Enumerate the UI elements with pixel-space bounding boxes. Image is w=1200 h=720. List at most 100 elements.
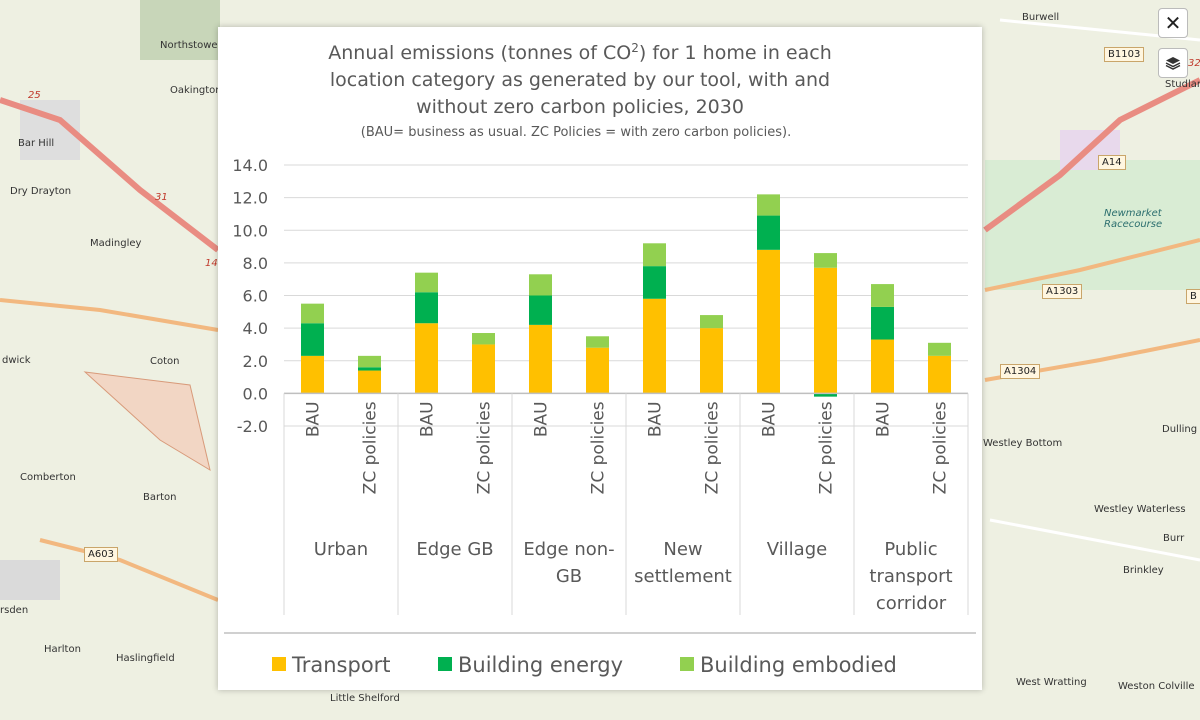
bar-segment-building-embodied [814,253,837,268]
bar-segment-building-energy [757,215,780,250]
map-place-label: Northstowe Phase 3 [160,40,261,51]
bar-segment-building-embodied [301,303,324,324]
road-number: 32 [1188,58,1200,69]
bar-segment-building-embodied [472,333,495,345]
group-label: GB [556,566,582,587]
bar-segment-building-energy [814,393,837,397]
x-tick-label: ZC policies [931,401,951,494]
chart-title: Annual emissions (tonnes of CO2) for 1 h… [328,41,832,140]
road-shield: A1303 [1042,284,1083,299]
urban-area [0,560,60,600]
legend-swatch [272,657,286,671]
chart-subtitle: (BAU= business as usual. ZC Policies = w… [361,125,791,140]
bar-segment-transport [871,339,894,394]
x-tick-label: ZC policies [703,401,723,494]
bar-segment-transport [643,298,666,394]
legend-swatch [438,657,452,671]
map-place-label: Oakington [170,85,222,96]
group-label: Edge non- [523,539,614,560]
legend-label: Building energy [458,653,623,677]
map-place-label: Burr [1163,533,1185,544]
map-place-label: Westley Bottom [983,438,1063,449]
close-button[interactable]: ✕ [1158,8,1188,38]
road-shield: B [1186,289,1200,304]
bar-segment-transport [301,355,324,394]
bar-segment-building-embodied [928,342,951,356]
group-label: corridor [876,593,947,614]
road [0,298,219,332]
layers-icon [1165,57,1181,70]
map-place-label: Brinkley [1123,565,1164,576]
map-place-label: Harlton [44,644,81,655]
y-tick-label: 8.0 [243,254,268,273]
road-number: 14 [205,258,218,269]
road-number: 31 [155,192,168,203]
bar-segment-building-embodied [871,284,894,307]
bar-segment-building-embodied [586,336,609,348]
woodland-area [140,0,220,60]
group-label: Urban [314,539,368,560]
a14-road [0,97,220,253]
map-place-label: Newmarket Racecourse [1104,208,1163,230]
bars [301,194,951,397]
bar-segment-transport [415,323,438,394]
legend-swatch [680,657,694,671]
map-place-label: West Wratting [1016,677,1087,688]
bar-segment-building-embodied [358,355,381,368]
bar-segment-transport [757,249,780,394]
development-area [83,371,211,472]
y-tick-label: 0.0 [243,384,268,403]
bar-segment-transport [358,370,381,394]
y-tick-label: 6.0 [243,287,268,306]
group-label: Public [884,539,937,560]
bar-segment-building-energy [529,295,552,325]
bar-segment-transport [529,324,552,394]
x-tick-label: BAU [418,401,438,437]
map-place-label: rsden [0,605,29,616]
legend-label: Building embodied [700,653,897,677]
bar-segment-building-energy [301,323,324,356]
road-shield: A1304 [1000,364,1041,379]
x-tick-label: BAU [874,401,894,437]
x-tick-label: BAU [532,401,552,437]
layers-button[interactable] [1158,48,1188,78]
map-place-label: Weston Colville [1118,681,1195,692]
map-place-label: Comberton [20,472,76,483]
bar-segment-building-energy [643,266,666,299]
chart-title-line-2: location category as generated by our to… [330,69,830,91]
y-tick-label: 10.0 [232,221,268,240]
group-label: Village [767,539,827,560]
chart-title-line-3: without zero carbon policies, 2030 [416,96,744,118]
close-icon: ✕ [1164,11,1182,35]
bar-segment-transport [814,267,837,394]
bar-segment-building-energy [358,367,381,371]
x-tick-label: BAU [304,401,324,437]
chart-title-line-1: Annual emissions (tonnes of CO2) for 1 h… [328,41,832,64]
x-tick-label: ZC policies [817,401,837,494]
map-place-label: Studlan [1165,79,1200,90]
bar-segment-building-embodied [757,194,780,216]
group-label: Edge GB [416,539,493,560]
bar-segment-building-embodied [529,274,552,296]
map-place-label: Burwell [1022,12,1060,23]
x-tick-label: BAU [760,401,780,437]
bar-segment-building-embodied [700,315,723,329]
y-tick-label: 2.0 [243,352,268,371]
bar-segment-transport [586,347,609,394]
road-number: 25 [28,90,41,101]
road [989,518,1200,562]
map-place-label: Westley Waterless [1094,504,1186,515]
y-tick-label: -2.0 [237,417,268,436]
group-label: settlement [634,566,732,587]
grid [284,164,968,427]
map-place-label: Coton [150,356,180,367]
x-tick-label: ZC policies [361,401,381,494]
map-place-label: Bar Hill [18,138,55,149]
x-tick-label: BAU [646,401,666,437]
map-place-label: Dulling [1162,424,1198,435]
road [983,77,1200,233]
legend-label: Transport [291,653,391,677]
map-place-label: Little Shelford [330,693,400,704]
bar-segment-building-energy [871,306,894,340]
road-shield: B1103 [1104,47,1145,62]
